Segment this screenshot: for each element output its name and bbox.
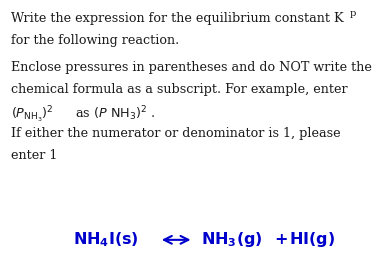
Text: $\mathbf{HI(g)}$: $\mathbf{HI(g)}$ [289,230,335,249]
Text: $(P_{\mathrm{NH_3}})^2$: $(P_{\mathrm{NH_3}})^2$ [11,104,54,124]
Text: $\mathbf{NH_3(g)}$: $\mathbf{NH_3(g)}$ [201,230,263,249]
Text: as $(P\ \mathrm{NH_3})^2$ .: as $(P\ \mathrm{NH_3})^2$ . [71,104,155,123]
Text: for the following reaction.: for the following reaction. [11,34,180,47]
Text: Enclose pressures in parentheses and do NOT write the: Enclose pressures in parentheses and do … [11,61,372,74]
Text: Write the expression for the equilibrium constant K: Write the expression for the equilibrium… [11,12,344,25]
Text: $\mathbf{NH_4I(s)}$: $\mathbf{NH_4I(s)}$ [73,230,139,249]
Text: enter 1: enter 1 [11,149,58,162]
Text: If either the numerator or denominator is 1, please: If either the numerator or denominator i… [11,127,341,140]
Text: chemical formula as a subscript. For example, enter: chemical formula as a subscript. For exa… [11,83,348,96]
Text: p: p [349,9,356,18]
Text: $\mathbf{+}$: $\mathbf{+}$ [274,231,288,248]
